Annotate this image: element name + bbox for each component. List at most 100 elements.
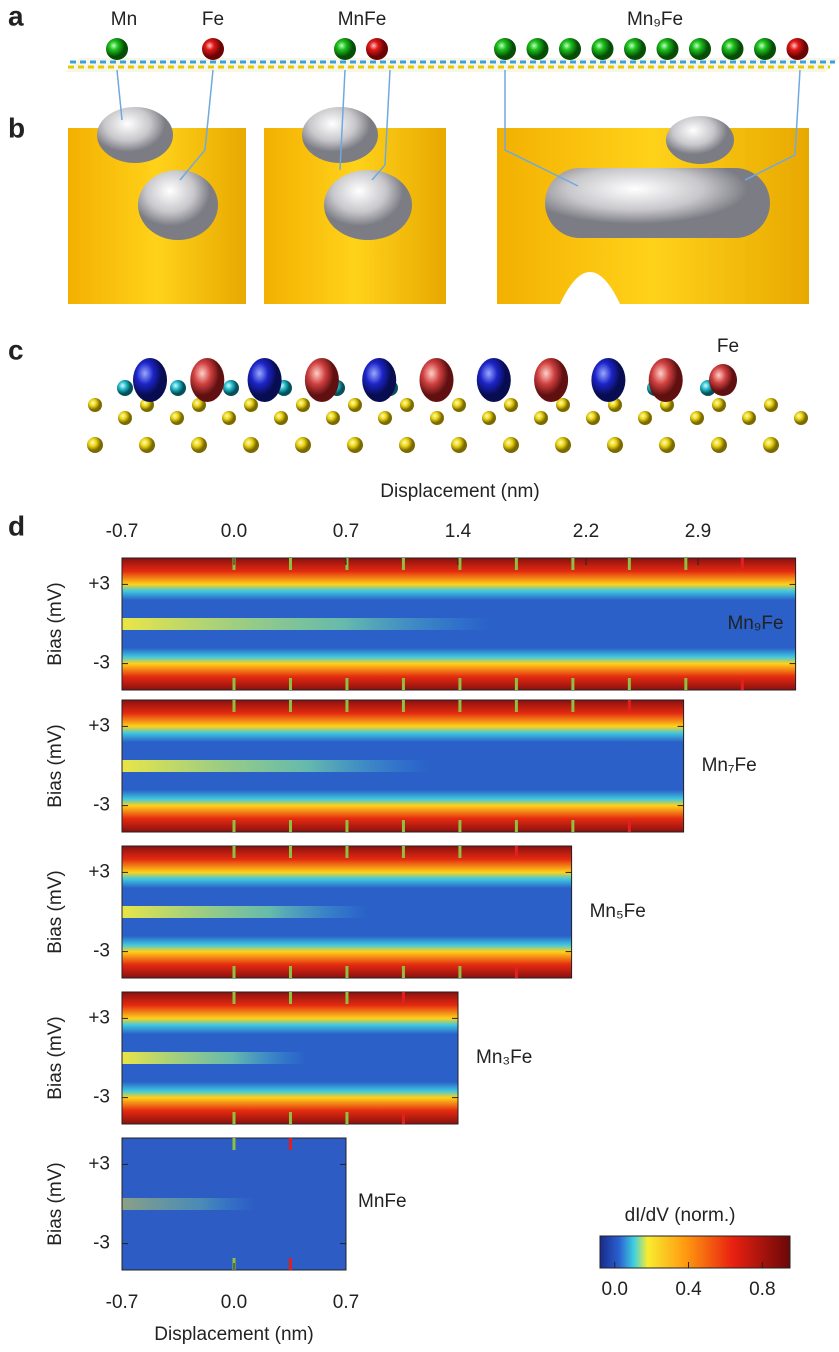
atom xyxy=(624,38,646,60)
orbital xyxy=(190,358,224,402)
x-tick-label: 2.9 xyxy=(685,521,711,542)
atom xyxy=(689,38,711,60)
x-tick-label: 1.4 xyxy=(445,521,472,542)
y-tick-label: -3 xyxy=(93,1087,110,1108)
substrate-atom xyxy=(296,398,310,412)
panel-b xyxy=(68,70,809,304)
atom xyxy=(106,38,128,60)
substrate-atom xyxy=(764,398,778,412)
y-axis-label: Bias (mV) xyxy=(45,870,66,953)
x-tick-label: 0.0 xyxy=(221,1292,247,1313)
substrate-atom xyxy=(347,437,363,453)
substrate-atom xyxy=(170,411,184,425)
substrate-atom xyxy=(243,437,259,453)
zero-bias-streak xyxy=(122,618,492,630)
substrate-atom xyxy=(690,411,704,425)
map-label: MnFe xyxy=(358,1191,407,1212)
substrate-atom xyxy=(378,411,392,425)
y-tick-label: +3 xyxy=(88,1153,110,1174)
chain-atom xyxy=(117,380,133,396)
atom xyxy=(787,38,809,60)
panel-label: a xyxy=(8,0,24,31)
panel-label: b xyxy=(8,112,25,143)
substrate-atom xyxy=(430,411,444,425)
colorbar-tick-label: 0.0 xyxy=(602,1279,628,1300)
substrate-atom xyxy=(504,398,518,412)
bump xyxy=(302,107,378,163)
orbital xyxy=(133,358,167,402)
substrate-atom xyxy=(712,398,726,412)
bump xyxy=(324,170,412,240)
zero-bias-streak xyxy=(122,760,431,772)
substrate-atom xyxy=(503,437,519,453)
orbital xyxy=(534,358,568,402)
substrate-atom xyxy=(763,437,779,453)
atom xyxy=(722,38,744,60)
atom xyxy=(527,38,549,60)
atom-label: Fe xyxy=(202,9,224,30)
bump xyxy=(97,107,173,163)
substrate-atom xyxy=(274,411,288,425)
zero-bias-streak xyxy=(122,906,369,918)
colorbar-tick-label: 0.8 xyxy=(749,1279,775,1300)
atom-label: Mn₉Fe xyxy=(627,9,683,30)
surface xyxy=(66,58,839,72)
zero-bias-streak xyxy=(122,1198,256,1210)
y-tick-label: +3 xyxy=(88,861,110,882)
substrate-atom xyxy=(399,437,415,453)
y-axis-label: Bias (mV) xyxy=(45,1162,66,1245)
atom xyxy=(202,38,224,60)
x-tick-label: -0.7 xyxy=(106,521,139,542)
map-label: Mn₇Fe xyxy=(702,755,757,776)
atoms xyxy=(106,38,809,60)
orbital xyxy=(305,358,339,402)
substrate-atom xyxy=(191,437,207,453)
atom xyxy=(592,38,614,60)
zero-bias-streak xyxy=(122,1052,307,1064)
colorbar-title: dI/dV (norm.) xyxy=(625,1205,736,1226)
orbital xyxy=(649,358,683,402)
x-axis-label: Displacement (nm) xyxy=(380,481,539,502)
substrate-atom xyxy=(326,411,340,425)
map-label: Mn₉Fe xyxy=(727,613,783,634)
substrate-atom xyxy=(400,398,414,412)
substrate-atom xyxy=(88,398,102,412)
atom xyxy=(657,38,679,60)
substrate-atom xyxy=(482,411,496,425)
substrate-atom xyxy=(586,411,600,425)
chain-atom xyxy=(223,380,239,396)
atom xyxy=(559,38,581,60)
atom xyxy=(494,38,516,60)
substrate-atom xyxy=(794,411,808,425)
substrate-atom xyxy=(555,437,571,453)
colorbar-tick-label: 0.4 xyxy=(675,1279,702,1300)
substrate-atom xyxy=(607,437,623,453)
y-tick-label: -3 xyxy=(93,795,110,816)
x-tick-label: -0.7 xyxy=(106,1292,139,1313)
y-axis-label: Bias (mV) xyxy=(45,582,66,665)
atom xyxy=(754,38,776,60)
panel-label: d xyxy=(8,510,25,541)
atom-label: Fe xyxy=(717,336,739,357)
x-axis-label: Displacement (nm) xyxy=(154,1324,313,1345)
panel-d: Displacement (nm) Displacement (nm) dI/d… xyxy=(45,481,796,1345)
bump xyxy=(545,168,770,238)
y-tick-label: -3 xyxy=(93,1233,110,1254)
orbital xyxy=(477,358,511,402)
map-label: Mn₃Fe xyxy=(476,1047,532,1068)
panel-a: Mn Fe MnFe Mn₉Fe xyxy=(66,9,839,72)
y-axis-label: Bias (mV) xyxy=(45,724,66,807)
atom-label: MnFe xyxy=(338,9,387,30)
bump xyxy=(666,116,734,164)
substrate-atom xyxy=(139,437,155,453)
orbital xyxy=(248,358,282,402)
y-tick-label: +3 xyxy=(88,715,110,736)
y-tick-label: -3 xyxy=(93,941,110,962)
panel-label: c xyxy=(8,334,24,365)
substrate-atom xyxy=(348,398,362,412)
substrate-atom xyxy=(659,437,675,453)
substrate-atom xyxy=(742,411,756,425)
substrate-atom xyxy=(711,437,727,453)
substrate-atom xyxy=(638,411,652,425)
x-tick-label: 2.2 xyxy=(573,521,599,542)
